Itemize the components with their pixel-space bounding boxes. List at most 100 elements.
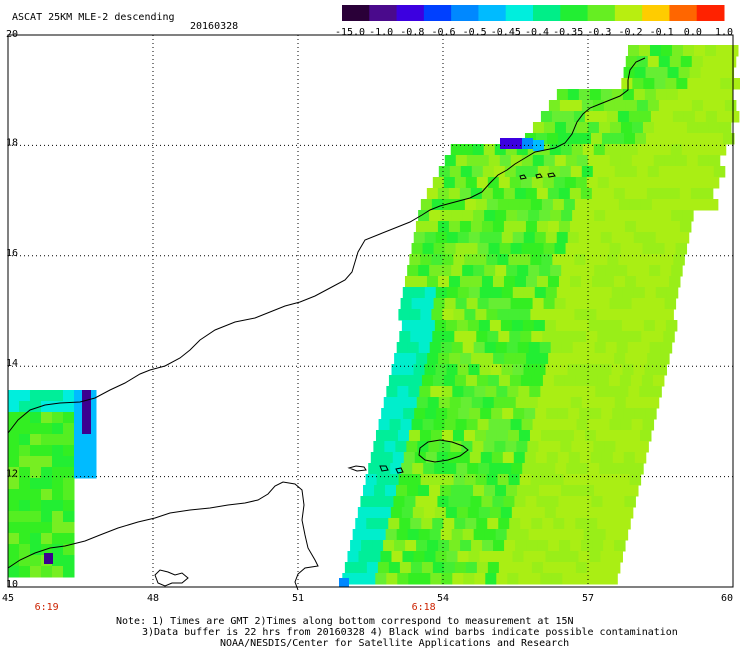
swath-cell <box>638 265 650 277</box>
swath-cell <box>465 177 478 189</box>
swath-cell <box>640 309 652 321</box>
swath-cell <box>714 144 727 156</box>
swath-cell <box>684 199 697 211</box>
swath-cell <box>680 166 693 178</box>
swath-cell <box>541 474 554 486</box>
swath-cell <box>572 342 585 354</box>
swath-cell <box>625 353 637 365</box>
swath-cell <box>498 375 511 387</box>
swath-cell <box>591 276 604 288</box>
swath-cell <box>8 522 20 534</box>
swath-cell <box>605 485 617 497</box>
swath-cell <box>558 221 571 233</box>
swath-cell <box>619 518 631 530</box>
swath-cell <box>379 507 392 519</box>
swath-cell <box>393 496 405 508</box>
swath-cell <box>441 573 453 585</box>
swath-cell <box>486 254 498 266</box>
swath-cell <box>554 122 567 134</box>
swath-cell <box>402 364 415 376</box>
coastal-feature-somalia <box>154 569 189 587</box>
swath-cell <box>498 518 510 530</box>
swath-cell <box>467 507 480 519</box>
swath-cell <box>663 331 675 343</box>
swath-cell <box>530 309 542 321</box>
swath-cell <box>19 555 31 567</box>
swath-cell <box>592 166 605 178</box>
swath-cell <box>595 386 607 398</box>
swath-cell <box>41 500 53 512</box>
colorbar-segment <box>342 5 370 21</box>
swath-cell <box>396 342 409 354</box>
swath-cell <box>519 309 531 321</box>
swath-cell <box>629 199 642 211</box>
swath-cell <box>520 331 532 343</box>
swath-cell <box>518 386 530 398</box>
swath-cell <box>411 419 424 431</box>
swath-cell <box>422 419 435 431</box>
swath-cell <box>643 320 656 332</box>
swath-cell <box>525 221 538 233</box>
swath-cell <box>427 540 439 552</box>
swath-cell <box>556 364 569 376</box>
swath-cell <box>631 419 644 431</box>
swath-cell <box>600 287 613 299</box>
swath-cell <box>457 364 470 376</box>
swath-cell <box>530 474 543 486</box>
swath-cell <box>373 441 385 453</box>
swath-cell <box>453 199 466 211</box>
swath-cell <box>518 430 531 442</box>
swath-cell <box>496 430 509 442</box>
swath-cell <box>509 518 521 530</box>
swath-cell <box>546 452 559 464</box>
swath-cell <box>8 445 20 457</box>
swath-cell <box>85 467 97 479</box>
swath-cell <box>440 210 452 222</box>
swath-cell <box>428 441 440 453</box>
swath-cell <box>435 551 447 563</box>
swath-cell <box>399 331 411 343</box>
swath-cell <box>602 276 615 288</box>
swath-cell <box>700 67 713 79</box>
swath-cell <box>578 89 591 101</box>
swath-cell <box>413 287 426 299</box>
swath-cell <box>74 412 86 424</box>
swath-cell <box>470 221 483 233</box>
swath-cell <box>570 540 582 552</box>
swath-cell <box>597 375 610 387</box>
swath-cell <box>410 562 423 574</box>
swath-cell <box>675 155 688 167</box>
swath-cell <box>464 254 476 266</box>
swath-cell <box>52 555 64 567</box>
swath-cell <box>509 177 522 189</box>
swath-cell <box>544 463 556 475</box>
swath-cell <box>638 342 651 354</box>
swath-cell <box>710 89 723 101</box>
swath-cell <box>559 353 571 365</box>
swath-cell <box>402 551 414 563</box>
swath-cell <box>553 177 566 189</box>
swath-cell <box>74 401 86 413</box>
swath-cell <box>666 287 679 299</box>
swath-cell <box>623 133 636 145</box>
swath-cell <box>452 386 464 398</box>
swath-cell <box>671 45 684 57</box>
swath-cell <box>678 133 691 145</box>
island-kuria-muria <box>519 172 556 180</box>
swath-cell <box>416 540 428 552</box>
swath-cell <box>707 177 720 189</box>
swath-cell <box>510 419 523 431</box>
swath-cell <box>531 375 544 387</box>
swath-cell <box>617 386 629 398</box>
swath-cell <box>445 507 458 519</box>
swath-cell <box>534 287 547 299</box>
swath-cell <box>665 320 678 332</box>
swath-cell <box>545 364 558 376</box>
swath-cell <box>529 386 541 398</box>
swath-cell <box>19 390 31 402</box>
swath-cell <box>680 100 693 112</box>
swath-cell <box>591 188 604 200</box>
swath-cell <box>664 243 677 255</box>
swath-cell <box>691 166 704 178</box>
swath-cell <box>633 364 646 376</box>
